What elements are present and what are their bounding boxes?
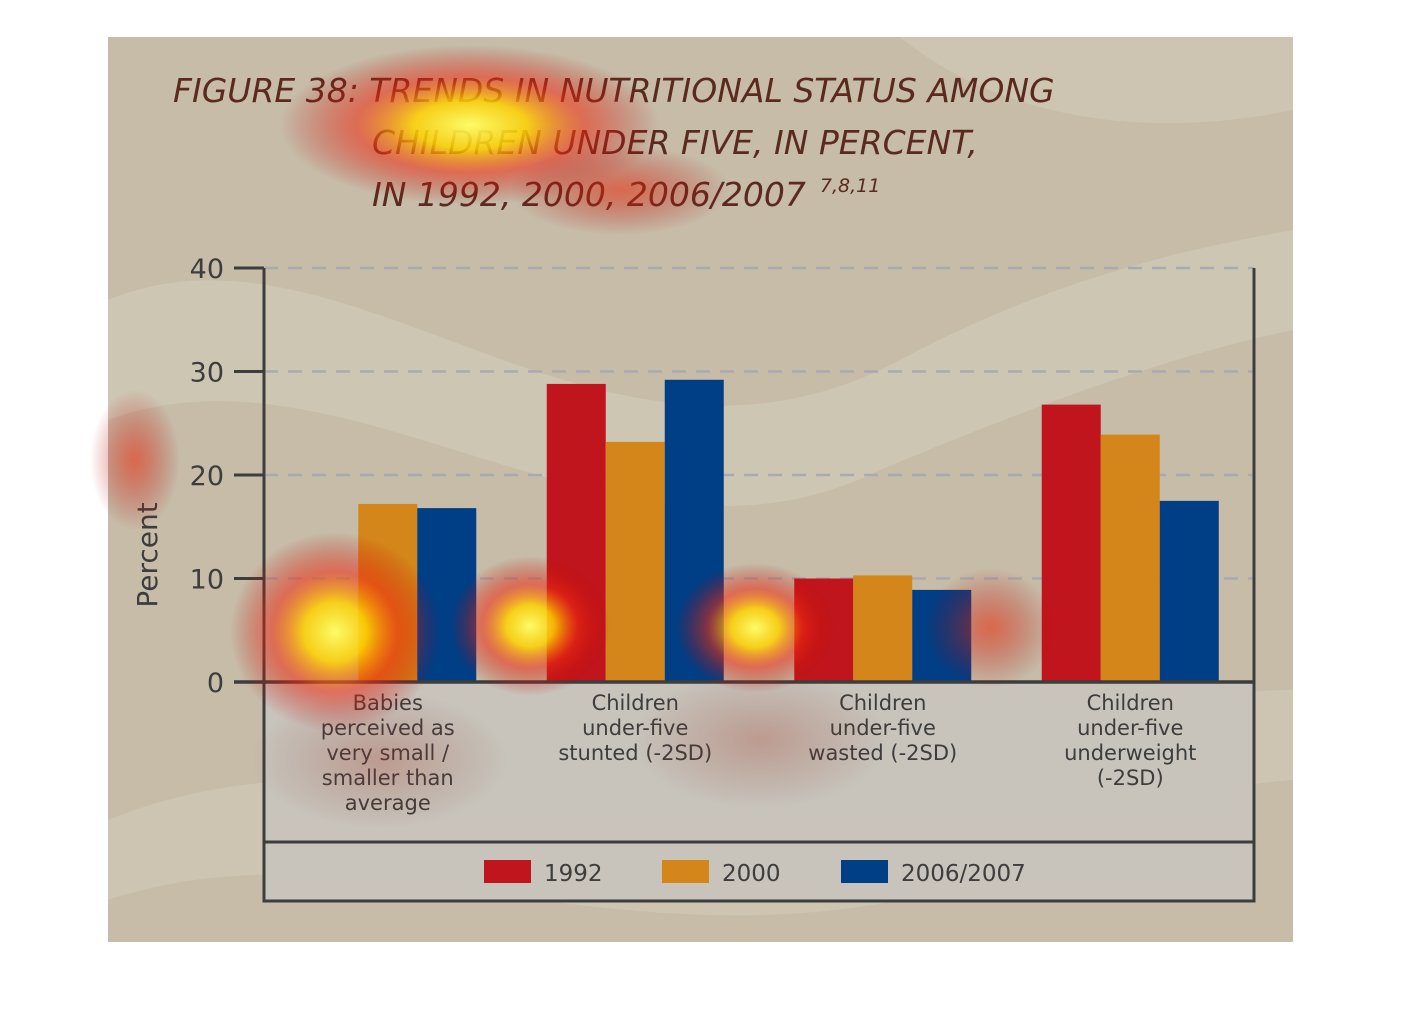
legend: 1992 2000 2006/2007 xyxy=(484,860,1026,887)
legend-swatch xyxy=(662,860,709,883)
heat-spot xyxy=(675,563,835,693)
y-tick-label: 10 xyxy=(190,565,224,596)
legend-swatch xyxy=(484,860,531,883)
heat-spot xyxy=(250,690,510,830)
background-swirl xyxy=(900,37,1293,124)
heat-spot xyxy=(510,145,730,235)
bar-2000-3 xyxy=(1100,434,1160,682)
legend-swatch xyxy=(841,860,888,883)
legend-label: 1992 xyxy=(544,861,603,887)
legend-panel xyxy=(262,840,1256,903)
heat-spot xyxy=(630,670,890,810)
category-label: Children under-five underweight (-2SD) xyxy=(1064,691,1196,790)
y-tick-label: 0 xyxy=(207,668,224,699)
y-ticks: 0 10 20 30 40 xyxy=(190,254,264,699)
y-tick-label: 20 xyxy=(190,461,224,492)
heat-spot xyxy=(230,532,440,732)
legend-label: 2000 xyxy=(722,861,781,887)
y-tick-label: 30 xyxy=(190,358,224,389)
category-label-line: Children xyxy=(1087,691,1174,715)
heat-spot xyxy=(925,568,1055,688)
bar-2000-2 xyxy=(853,575,913,682)
category-label-line: under-five xyxy=(1077,716,1183,740)
category-label-line: (-2SD) xyxy=(1097,766,1164,790)
attention-heatmap xyxy=(90,45,1055,830)
y-tick-label: 40 xyxy=(190,254,224,285)
heat-spot xyxy=(90,390,180,530)
heat-spot xyxy=(450,556,610,696)
title-superscript: 7,8,11 xyxy=(820,175,880,197)
bar-2006-2007-3 xyxy=(1159,500,1219,682)
legend-label: 2006/2007 xyxy=(901,861,1026,887)
category-label-line: underweight xyxy=(1064,741,1196,765)
bar-2000-1 xyxy=(605,441,665,682)
